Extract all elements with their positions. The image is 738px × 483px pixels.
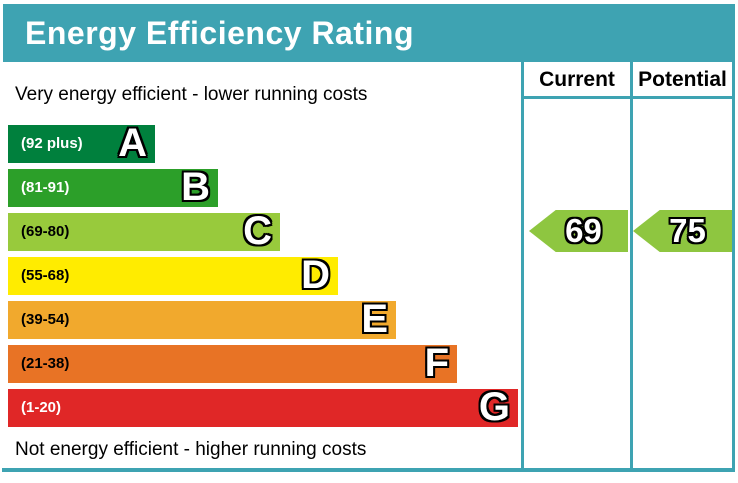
caption-efficient: Very energy efficient - lower running co…	[15, 84, 368, 105]
band-letter: C	[243, 209, 272, 253]
band-range-label: (92 plus)	[21, 135, 83, 152]
column-divider-left	[521, 62, 524, 471]
band-range-label: (39-54)	[21, 311, 70, 328]
page-title: Energy Efficiency Rating	[25, 14, 414, 51]
chart-right-border	[732, 62, 735, 471]
band-letter: B	[181, 165, 210, 209]
header-banner: Energy Efficiency Rating	[3, 4, 735, 62]
potential-rating-value: 75	[669, 212, 706, 249]
band-g: (1-20) G	[8, 385, 518, 429]
chart-bottom-border	[2, 468, 735, 472]
column-divider-middle	[630, 62, 633, 471]
band-letter: D	[301, 253, 330, 297]
band-e: (39-54) E	[8, 297, 396, 341]
band-c: (69-80) C	[8, 209, 280, 253]
band-letter: G	[478, 385, 510, 429]
band-letter: F	[424, 341, 449, 385]
band-range-label: (81-91)	[21, 179, 70, 196]
band-f: (21-38) F	[8, 341, 457, 385]
band-letter: E	[361, 297, 388, 341]
band-range-label: (55-68)	[21, 267, 70, 284]
band-range-label: (21-38)	[21, 355, 70, 372]
band-a: (92 plus) A	[8, 121, 155, 165]
current-rating-arrow: 69	[529, 210, 628, 252]
current-column-header: Current	[539, 68, 615, 91]
potential-rating-arrow: 75	[633, 210, 732, 252]
band-range-label: (69-80)	[21, 223, 70, 240]
potential-column-header: Potential	[638, 68, 727, 91]
caption-not-efficient: Not energy efficient - higher running co…	[15, 439, 367, 460]
band-letter: A	[118, 121, 147, 165]
current-rating-value: 69	[565, 212, 602, 249]
band-range-label: (1-20)	[21, 399, 62, 416]
column-header-underline	[521, 96, 735, 99]
band-d: (55-68) D	[8, 253, 338, 297]
band-b: (81-91) B	[8, 165, 218, 209]
